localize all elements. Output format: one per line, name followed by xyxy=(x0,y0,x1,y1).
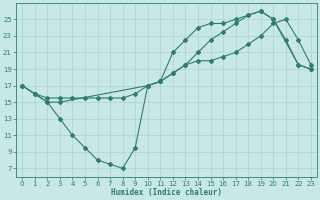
X-axis label: Humidex (Indice chaleur): Humidex (Indice chaleur) xyxy=(111,188,222,197)
